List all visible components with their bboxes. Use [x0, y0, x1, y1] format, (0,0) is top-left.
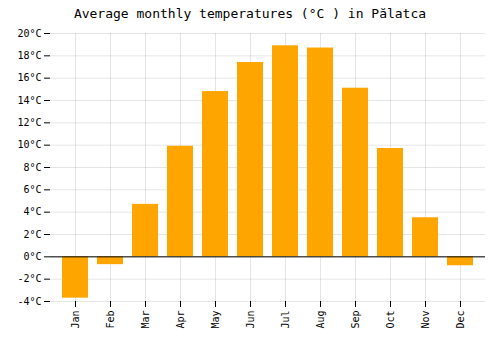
svg-text:-2°C: -2°C	[17, 273, 41, 284]
svg-text:Apr: Apr	[175, 311, 186, 329]
svg-text:Jan: Jan	[70, 311, 81, 329]
svg-text:Dec: Dec	[455, 311, 466, 329]
svg-text:May: May	[210, 311, 221, 329]
svg-text:4°C: 4°C	[23, 206, 41, 217]
svg-text:-4°C: -4°C	[17, 296, 41, 307]
svg-text:Sep: Sep	[350, 311, 361, 329]
svg-text:10°C: 10°C	[17, 139, 41, 150]
svg-text:2°C: 2°C	[23, 229, 41, 240]
svg-text:Jul: Jul	[280, 311, 291, 329]
svg-text:20°C: 20°C	[17, 28, 41, 39]
svg-text:Mar: Mar	[140, 311, 151, 329]
svg-text:Feb: Feb	[105, 311, 116, 329]
svg-text:0°C: 0°C	[23, 251, 41, 262]
svg-text:16°C: 16°C	[17, 72, 41, 83]
svg-text:6°C: 6°C	[23, 184, 41, 195]
svg-text:Aug: Aug	[315, 311, 326, 329]
svg-text:18°C: 18°C	[17, 50, 41, 61]
svg-text:Oct: Oct	[385, 311, 396, 329]
html-text:Average monthly temperatures (: Average monthly temperatures (°C ) in Pă…	[73, 6, 427, 21]
svg-text:8°C: 8°C	[23, 162, 41, 173]
svg-text:12°C: 12°C	[17, 117, 41, 128]
svg-text:14°C: 14°C	[17, 95, 41, 106]
svg-text:Nov: Nov	[420, 311, 431, 329]
svg-text:Jun: Jun	[245, 311, 256, 329]
